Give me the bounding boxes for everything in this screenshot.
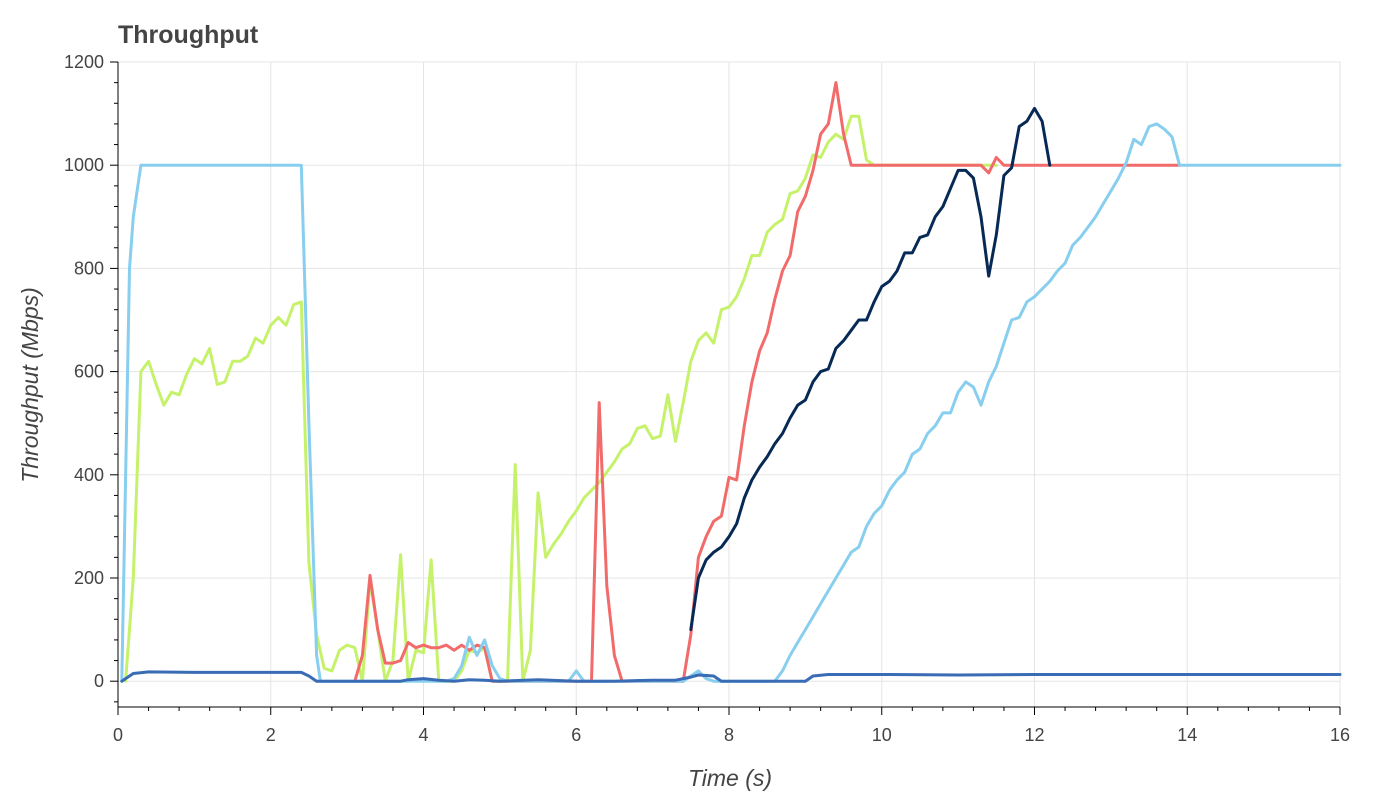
- series-line-4: [120, 122, 1342, 683]
- series-group: [120, 81, 1342, 683]
- y-tick-label: 1000: [64, 155, 104, 175]
- chart-title: Throughput: [118, 21, 259, 49]
- x-tick-label: 2: [266, 725, 276, 745]
- y-axis-label: Throughput (Mbps): [17, 287, 43, 483]
- y-tick-label: 200: [74, 568, 104, 588]
- x-tick-label: 12: [1024, 725, 1044, 745]
- y-tick-label: 600: [74, 362, 104, 382]
- x-tick-label: 14: [1177, 725, 1197, 745]
- y-tick-label: 800: [74, 258, 104, 278]
- x-tick-label: 8: [724, 725, 734, 745]
- series-line-2: [353, 81, 1182, 683]
- y-tick-label: 400: [74, 465, 104, 485]
- series-line-3: [689, 106, 1052, 632]
- series-line-1: [124, 114, 998, 683]
- series-line-5: [120, 670, 1342, 683]
- x-tick-label: 16: [1330, 725, 1350, 745]
- y-tick-label: 1200: [64, 52, 104, 72]
- x-axis-label: Time (s): [688, 765, 772, 791]
- x-tick-label: 4: [418, 725, 428, 745]
- grid: [117, 61, 1341, 707]
- x-tick-label: 0: [113, 725, 123, 745]
- x-tick-label: 6: [571, 725, 581, 745]
- y-tick-label: 0: [94, 671, 104, 691]
- x-tick-label: 10: [872, 725, 892, 745]
- axes: 0 2 4 6 8 10 12 14 16 0 200 400 600 800 1000 1200: [64, 52, 1350, 745]
